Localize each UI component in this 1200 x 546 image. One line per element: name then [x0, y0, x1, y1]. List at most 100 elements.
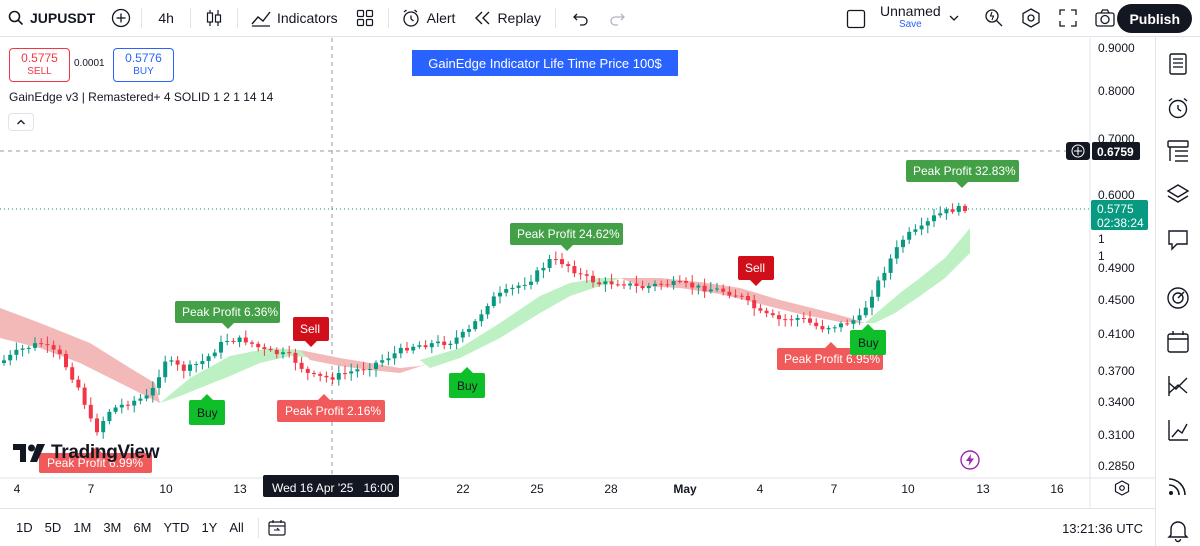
crosshair-price: 0.6759 [1097, 145, 1134, 159]
candle-body [417, 345, 422, 347]
candle-body [814, 322, 819, 327]
range-1y[interactable]: 1Y [201, 520, 218, 535]
candle-body [696, 285, 701, 288]
tradingview-logo[interactable]: TradingView [13, 442, 160, 464]
buy-price: 0.5776 [125, 51, 162, 65]
toolbar-divider [387, 8, 389, 28]
compare-button[interactable] [105, 0, 137, 37]
quick-search-icon[interactable] [983, 7, 1005, 29]
redo-button[interactable] [602, 0, 632, 37]
candle-body [175, 360, 180, 365]
range-3m[interactable]: 3M [103, 520, 122, 535]
candle-body [405, 347, 409, 351]
sell-signal: Sell [293, 317, 329, 347]
candle-body [113, 407, 118, 412]
candle-body [107, 411, 112, 422]
layout-save-link[interactable]: Save [898, 19, 922, 30]
indicators-label: Indicators [276, 10, 338, 26]
interval-button[interactable]: 4h [158, 10, 174, 26]
candle-body [423, 345, 428, 348]
go-to-date-icon[interactable] [267, 519, 287, 537]
candle-body [231, 340, 236, 342]
candle-body [894, 247, 899, 259]
pine-editor-icon[interactable] [1165, 417, 1191, 443]
time-tick: May [673, 482, 697, 496]
candle-body [14, 349, 19, 355]
candle-body [777, 315, 781, 320]
candle-body [312, 372, 316, 374]
range-1d[interactable]: 1D [16, 520, 33, 535]
watchlist-icon[interactable] [1165, 51, 1191, 77]
price-chart[interactable]: 0.9000 0.8000 0.7000 0.6000 0.4900 0.450… [0, 38, 1155, 508]
candle-body [355, 369, 360, 372]
sell-price: 0.5775 [21, 51, 58, 65]
time-tick: 13 [976, 482, 990, 496]
layers-icon[interactable] [1165, 182, 1191, 208]
indicators-button[interactable]: Indicators [242, 0, 346, 37]
sell-button[interactable]: 0.5775 SELL [9, 48, 70, 82]
chat-icon[interactable] [1165, 227, 1191, 253]
candle-body [491, 296, 496, 307]
undo-button[interactable] [560, 0, 602, 37]
candle-body [473, 321, 478, 330]
object-tree-icon[interactable] [1165, 138, 1191, 164]
indicator-legend[interactable]: GainEdge v3 | Remastered+ 4 SOLID 1 2 1 … [9, 90, 274, 104]
range-ytd[interactable]: YTD [163, 520, 190, 535]
chart-type-button[interactable] [195, 0, 233, 37]
svg-text:Buy: Buy [858, 336, 879, 350]
alert-button[interactable]: Alert [393, 0, 464, 37]
templates-button[interactable] [346, 0, 384, 37]
range-5d[interactable]: 5D [44, 520, 62, 535]
range-all[interactable]: All [229, 520, 244, 535]
price-tick: 0.4500 [1098, 293, 1135, 307]
stock-screener-icon[interactable] [1165, 373, 1191, 399]
candle-body [398, 347, 403, 354]
svg-text:Buy: Buy [457, 379, 478, 393]
ideas-icon[interactable] [1165, 285, 1191, 311]
symbol-search[interactable]: JUPUSDT [0, 0, 101, 37]
publish-button[interactable]: Publish [1117, 4, 1192, 33]
candle-body [64, 354, 68, 368]
candle-body [188, 364, 192, 371]
camera-icon[interactable] [1094, 8, 1116, 28]
cloud-bearish [0, 308, 160, 403]
calendar-icon[interactable] [1165, 329, 1191, 355]
price-tick: 0.3700 [1098, 364, 1135, 378]
settings-icon[interactable] [1020, 7, 1042, 29]
chart-area[interactable]: 0.9000 0.8000 0.7000 0.6000 0.4900 0.450… [0, 38, 1155, 508]
candle-body [646, 286, 651, 289]
candle-body [436, 341, 440, 344]
buy-button[interactable]: 0.5776 BUY [113, 48, 174, 82]
fullscreen-icon[interactable] [1058, 8, 1078, 28]
chevron-down-icon[interactable] [948, 13, 960, 23]
sell-signal: Sell [738, 256, 774, 286]
candle-body [566, 264, 571, 267]
candle-body [386, 358, 391, 361]
candle-body [820, 326, 825, 330]
time-tick: 22 [456, 482, 470, 496]
candle-body [727, 291, 732, 296]
time-tick: 13 [233, 482, 247, 496]
alerts-clock-icon[interactable] [1165, 95, 1191, 121]
replay-button[interactable]: Replay [463, 0, 551, 37]
collapse-legend-button[interactable] [8, 113, 34, 131]
candle-body [33, 343, 37, 348]
price-tick: 0.2850 [1098, 459, 1135, 473]
candle-body [361, 369, 366, 371]
live-stream-icon[interactable] [1165, 473, 1191, 499]
range-6m[interactable]: 6M [133, 520, 152, 535]
utc-clock[interactable]: 13:21:36 UTC [1062, 520, 1143, 536]
right-sidebar [1155, 37, 1200, 546]
svg-text:Sell: Sell [745, 261, 765, 275]
notifications-bell-icon[interactable] [1165, 517, 1191, 543]
price-tick-extra: 1 [1098, 249, 1105, 263]
cloud-bullish [865, 228, 970, 323]
candle-body [138, 398, 143, 401]
svg-text:Buy: Buy [197, 406, 218, 420]
range-1m[interactable]: 1M [73, 520, 92, 535]
layout-checkbox[interactable] [846, 9, 866, 29]
price-tick: 0.3100 [1098, 428, 1135, 442]
candle-body [163, 361, 168, 378]
layout-name-button[interactable]: Unnamed Save [880, 4, 941, 32]
price-tick: 0.8000 [1098, 84, 1135, 98]
